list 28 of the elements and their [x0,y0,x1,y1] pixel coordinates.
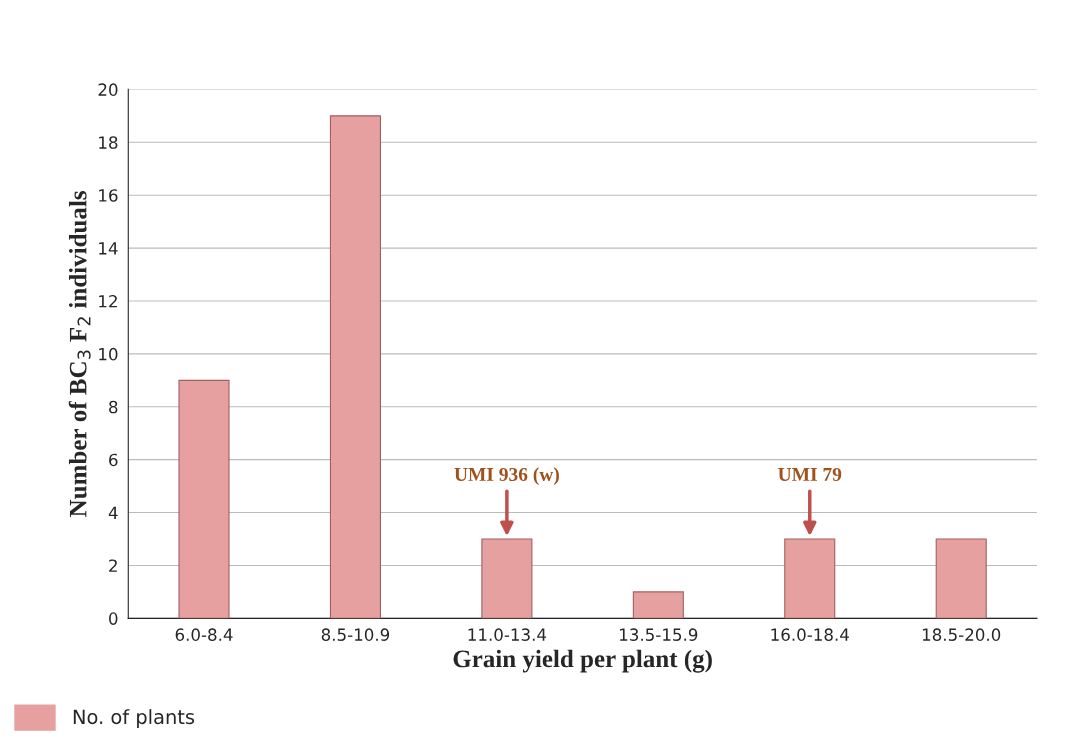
annotation: UMI 79 [778,467,842,482]
y-tick-label: 12 [99,294,117,308]
x-tick-label: 13.5-15.9 [620,628,698,641]
y-tick-label: 14 [99,242,118,255]
x-tick-label: 11.0-13.4 [468,628,547,641]
bar [329,115,381,619]
x-tick-label: 8.5-10.9 [321,628,390,641]
y-tick-label: 0 [109,612,118,625]
y-tick-label: 20 [98,83,118,96]
y-tick-label: 18 [99,136,118,149]
y-tick-label: 2 [109,559,117,572]
y-tick-label: 8 [109,400,118,414]
y-tick-label: 16 [99,189,118,202]
legend-label: No. of plants [73,709,195,728]
annotation: UMI 936 (w) [454,467,559,485]
y-tick-label: 4 [108,506,118,519]
bar [178,379,230,619]
x-tick-label: 6.0-8.4 [175,628,233,641]
bar [632,591,684,619]
y-tick-label: 10 [99,347,118,361]
bar [481,538,533,619]
bar [784,538,836,619]
y-tick-label: 6 [109,453,118,467]
x-tick-label: 16.0-18.4 [771,628,849,641]
x-tick-label: 18.5-20.0 [922,628,1001,641]
x-axis-title: Grain yield per plant (g) [453,649,712,673]
bar [935,538,987,619]
y-axis-title: Number of BC$_{3}$ F$_{2}$ individuals [68,191,91,517]
